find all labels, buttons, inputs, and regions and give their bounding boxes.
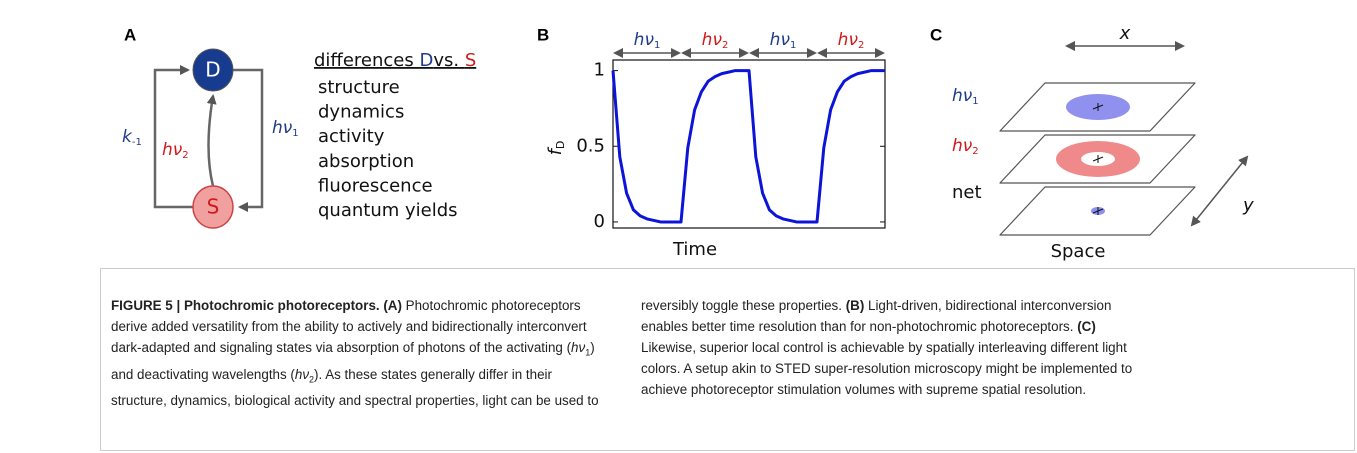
y-tick-label: 0 bbox=[594, 211, 605, 232]
list-item: quantum yields bbox=[318, 200, 458, 221]
caption-title: FIGURE 5 | Photochromic photoreceptors. bbox=[111, 298, 384, 313]
list-item: activity bbox=[318, 126, 385, 147]
caption: FIGURE 5 | Photochromic photoreceptors. … bbox=[111, 295, 1141, 411]
label-main: hν bbox=[838, 30, 859, 50]
rate-label: k-1 bbox=[122, 127, 142, 148]
state-label: S bbox=[207, 195, 220, 219]
figure: A D S k-1 hν2 hν1 differences Dvs. S str… bbox=[122, 23, 1254, 262]
light-label: hν2 bbox=[162, 140, 189, 161]
label-sub: 2 bbox=[182, 150, 188, 161]
y-tick-label: 1 bbox=[594, 60, 605, 81]
caption-ref: (C) bbox=[1077, 319, 1096, 334]
x-label: x bbox=[1119, 23, 1131, 44]
phase-label: hν1 bbox=[634, 30, 661, 51]
signaling-state bbox=[192, 185, 234, 229]
heading-dark: D bbox=[419, 50, 433, 71]
caption-box: FIGURE 5 | Photochromic photoreceptors. … bbox=[100, 268, 1355, 451]
label-main: hν bbox=[162, 140, 183, 160]
label-main: hν bbox=[272, 118, 293, 138]
label-main: hν bbox=[952, 86, 973, 106]
x-axis-label: Time bbox=[672, 239, 717, 260]
caption-symbol: hν bbox=[571, 340, 586, 355]
panel-letter: B bbox=[537, 25, 549, 44]
list-item: absorption bbox=[318, 151, 414, 172]
label-sub: 2 bbox=[972, 146, 978, 157]
panel-letter: A bbox=[124, 25, 136, 44]
phase-label: hν1 bbox=[770, 30, 797, 51]
difference-list: structure dynamics activity absorption fluor… bbox=[318, 77, 458, 221]
center-mark bbox=[1092, 207, 1104, 215]
data-line bbox=[611, 69, 885, 224]
list-heading: differences Dvs. S bbox=[314, 50, 476, 71]
list-item: dynamics bbox=[318, 102, 404, 123]
phase-label: hν2 bbox=[838, 30, 865, 51]
y-label: y bbox=[1242, 195, 1254, 216]
light-label: hν1 bbox=[272, 118, 299, 139]
label-main: f bbox=[545, 146, 566, 155]
label-main: hν bbox=[634, 30, 655, 50]
label-sub: 1 bbox=[292, 128, 298, 139]
thermal-arrow bbox=[153, 65, 193, 209]
planes bbox=[999, 82, 1196, 236]
caption-text: ). As these states generally differ in t… bbox=[111, 298, 846, 409]
caption-text: Light-driven, bidirectional interconvers… bbox=[641, 298, 1112, 334]
dark-state bbox=[192, 48, 234, 92]
heading-signaling: S bbox=[465, 50, 476, 71]
label-sub: 1 bbox=[790, 40, 796, 51]
label-sub: 2 bbox=[858, 40, 864, 51]
label-sub: 1 bbox=[654, 40, 660, 51]
label-sub: -1 bbox=[132, 137, 142, 148]
caption-symbol: hν bbox=[294, 366, 310, 382]
y-axis-label: fD bbox=[545, 141, 567, 156]
state-label: D bbox=[205, 58, 220, 82]
label-main: hν bbox=[952, 136, 973, 156]
heading-text: vs. bbox=[433, 50, 464, 71]
caption-ref: (B) bbox=[845, 298, 865, 313]
list-item: fluorescence bbox=[318, 175, 433, 196]
caption-ref: (A) bbox=[383, 298, 402, 313]
caption-text: ) and deactivating wavelengths ( bbox=[111, 340, 595, 382]
label-sub: 1 bbox=[972, 96, 978, 107]
center-mark bbox=[1092, 103, 1104, 111]
label-sub: 2 bbox=[722, 40, 728, 51]
plane-label: net bbox=[952, 182, 982, 203]
caption-text: Photochromic photoreceptors derive added… bbox=[111, 298, 587, 355]
y-arrow bbox=[1190, 155, 1249, 227]
phase-label: hν2 bbox=[702, 30, 729, 51]
plane-label: hν2 bbox=[952, 136, 979, 157]
caption-sub: 2 bbox=[309, 374, 315, 385]
label-main: hν bbox=[770, 30, 791, 50]
list-item: structure bbox=[318, 77, 400, 98]
deactivating-arrow bbox=[206, 94, 217, 187]
plot-frame bbox=[612, 59, 886, 229]
caption-text: Likewise, superior local control is achi… bbox=[641, 340, 1133, 397]
plane-label: hν1 bbox=[952, 86, 979, 107]
center-mark bbox=[1092, 155, 1104, 163]
y-tick-label: 0.5 bbox=[576, 135, 605, 156]
activating-arrow bbox=[233, 68, 264, 212]
heading-text: differences bbox=[314, 50, 419, 71]
axis-label: Space bbox=[1051, 241, 1106, 262]
panel-letter: C bbox=[930, 25, 942, 44]
caption-sub: 1 bbox=[585, 347, 591, 358]
label-main: k bbox=[122, 127, 133, 147]
label-sub: D bbox=[554, 141, 567, 149]
label-main: hν bbox=[702, 30, 723, 50]
